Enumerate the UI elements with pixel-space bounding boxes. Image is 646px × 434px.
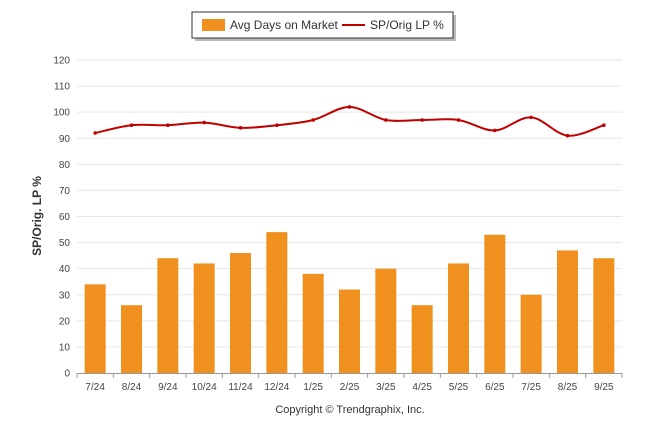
bar	[411, 305, 433, 373]
y-tick-label: 50	[59, 238, 71, 249]
x-axis-ticks: 7/24 8/24 9/24 10/24 11/24 12/24 1/25 2/25 3/25 4…	[76, 373, 623, 393]
y-tick-label: 100	[53, 108, 70, 119]
bar	[302, 273, 324, 373]
line-series	[93, 105, 606, 138]
x-tick-label: 8/24	[122, 382, 142, 393]
y-axis-ticks: 0 10 20 30 40 50 60 70 80 90 100 110 120	[53, 56, 70, 380]
copyright-text: Copyright © Trendgraphix, Inc.	[275, 404, 424, 416]
bar-series	[84, 232, 615, 373]
x-tick-label: 9/25	[594, 382, 614, 393]
bar	[484, 234, 506, 373]
y-tick-label: 40	[59, 264, 71, 275]
line-point	[166, 123, 170, 128]
line-point	[456, 118, 461, 122]
y-tick-label: 10	[59, 342, 71, 353]
bar	[157, 258, 179, 373]
x-tick-label: 7/25	[521, 382, 541, 393]
x-tick-label: 11/24	[228, 382, 253, 393]
y-axis-label: SP/Orig. LP %	[30, 176, 44, 256]
x-tick-label: 8/25	[558, 382, 578, 393]
y-tick-label: 110	[54, 82, 70, 93]
legend: Avg Days on Market SP/Orig LP %	[191, 11, 456, 41]
legend-box	[191, 11, 454, 39]
bar	[593, 258, 615, 373]
bar	[339, 289, 360, 373]
line-point	[129, 123, 134, 128]
line-point	[565, 133, 570, 138]
y-tick-label: 120	[53, 56, 70, 67]
legend-label-line: SP/Orig LP %	[370, 18, 444, 32]
x-tick-label: 5/25	[449, 382, 469, 393]
bar	[520, 294, 542, 373]
x-tick-label: 9/24	[158, 382, 178, 393]
bar	[448, 263, 469, 373]
bar	[266, 232, 288, 373]
bar	[375, 268, 397, 373]
line-point	[384, 118, 388, 122]
line-point	[493, 128, 497, 133]
x-tick-label: 4/25	[412, 382, 432, 393]
line-point	[275, 123, 279, 128]
line-point	[420, 118, 424, 122]
line-point	[93, 131, 97, 135]
x-tick-label: 10/24	[192, 382, 217, 393]
y-tick-label: 80	[59, 160, 71, 171]
x-tick-label: 7/24	[85, 382, 105, 393]
line-path	[94, 105, 605, 137]
y-tick-label: 0	[64, 369, 70, 380]
line-point	[202, 120, 206, 125]
legend-label-bar: Avg Days on Market	[230, 18, 338, 32]
y-tick-label: 90	[59, 134, 71, 145]
x-tick-label: 1/25	[303, 382, 323, 393]
legend-swatch-bar	[202, 19, 225, 31]
bar	[84, 284, 106, 373]
x-tick-label: 6/25	[485, 382, 505, 393]
x-tick-label: 2/25	[340, 382, 360, 393]
line-point	[602, 123, 606, 128]
bar	[193, 263, 215, 373]
x-tick-label: 12/24	[264, 382, 289, 393]
line-point	[529, 115, 533, 120]
line-point	[238, 126, 243, 130]
line-point	[311, 118, 315, 122]
y-tick-label: 30	[59, 290, 71, 301]
y-tick-label: 20	[59, 316, 71, 327]
x-tick-label: 3/25	[376, 382, 396, 393]
bar	[121, 305, 142, 373]
line-point	[347, 105, 352, 109]
bar	[557, 250, 578, 373]
y-tick-label: 70	[59, 186, 71, 197]
bar	[230, 253, 251, 373]
y-tick-label: 60	[59, 212, 71, 223]
